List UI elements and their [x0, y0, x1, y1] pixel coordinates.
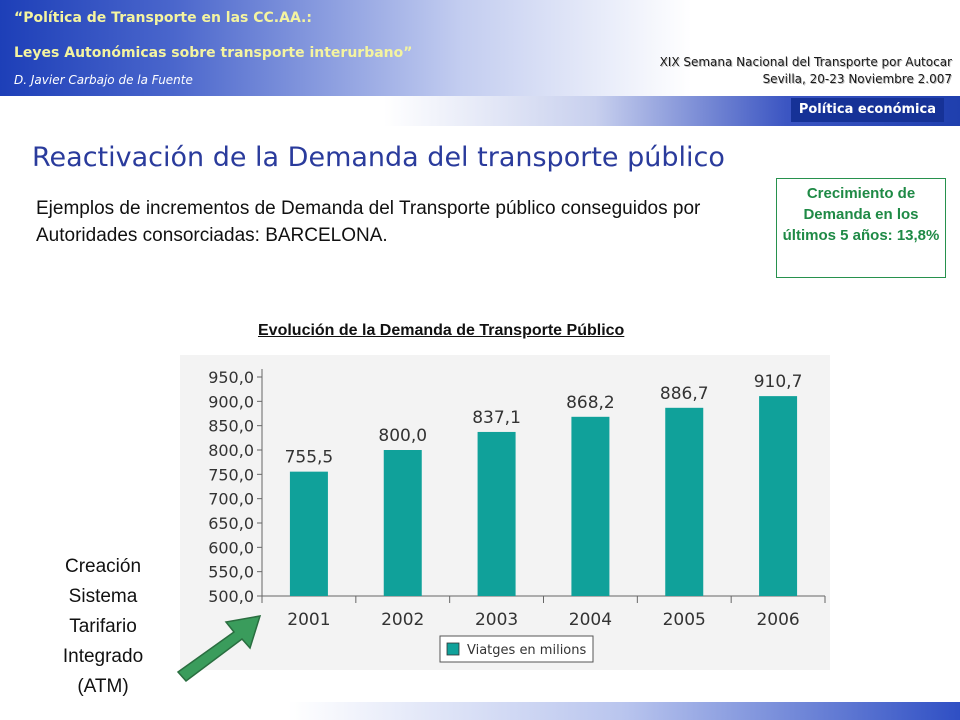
x-tick-label: 2003 [475, 610, 518, 630]
chart-title: Evolución de la Demanda de Transporte Pú… [258, 322, 625, 339]
y-axis: 500,0 550,0 600,0 650,0 700,0 750,0 800,0 850,0… [208, 368, 263, 606]
header-author: D. Javier Carbajo de la Fuente [14, 73, 193, 87]
y-tick-label: 500,0 [208, 587, 254, 606]
y-tick-label: 850,0 [208, 417, 254, 436]
atm-note: Creación Sistema Tarifario Integrado (AT… [62, 556, 144, 697]
legend-box [439, 635, 594, 663]
y-tick-label: 750,0 [208, 465, 254, 484]
data-label: 886,7 [660, 384, 709, 404]
bar [759, 396, 798, 596]
bar-chart: 500,0 550,0 600,0 650,0 700,0 750,0 800,0 850,0… [208, 368, 826, 663]
bar [571, 416, 610, 596]
footer-band [0, 702, 960, 720]
chart-area: 500,0 550,0 600,0 650,0 700,0 750,0 800,0 850,0… [180, 355, 830, 670]
header-title-line1: “Política de Transporte en las CC.AA.: [14, 10, 312, 26]
arrow-icon [176, 615, 262, 683]
topic-tag: Política económica [790, 98, 944, 122]
x-tick-label: 2002 [381, 610, 424, 630]
slide-title: Reactivación de la Demanda del transport… [32, 142, 725, 173]
bar-series: 755,5 800,0 837,1 868,2 886,7 910,7 [285, 372, 803, 596]
x-axis: 2001 2002 2003 2004 2005 2006 [261, 595, 826, 630]
header-band [0, 0, 960, 96]
data-label: 910,7 [754, 372, 803, 392]
y-tick-label: 600,0 [208, 538, 254, 557]
data-label: 837,1 [472, 408, 521, 428]
legend-label: Viatges en milions [467, 643, 586, 658]
y-tick-label: 950,0 [208, 368, 254, 387]
growth-callout: Crecimiento de Demanda en los últimos 5 … [776, 178, 946, 278]
bar [665, 407, 704, 596]
y-tick-label: 550,0 [208, 563, 254, 582]
y-tick-label: 650,0 [208, 514, 254, 533]
chart-legend: Viatges en milions [439, 635, 594, 663]
slide-subtitle: Ejemplos de incrementos de Demanda del T… [36, 198, 701, 246]
x-tick-label: 2006 [756, 610, 799, 630]
x-tick-label: 2004 [569, 610, 612, 630]
y-tick-label: 700,0 [208, 490, 254, 509]
bar [477, 431, 516, 596]
event-name: XIX Semana Nacional del Transporte por A… [659, 55, 952, 69]
y-tick-label: 800,0 [208, 441, 254, 460]
event-location-date: Sevilla, 20-23 Noviembre 2.007 [762, 72, 952, 86]
y-tick-label: 900,0 [208, 392, 254, 411]
x-tick-label: 2005 [663, 610, 706, 630]
legend-swatch [446, 642, 460, 656]
data-label: 868,2 [566, 393, 615, 413]
bar [289, 471, 328, 596]
bar [383, 450, 422, 596]
data-label: 800,0 [378, 426, 427, 446]
x-tick-label: 2001 [287, 610, 330, 630]
data-label: 755,5 [285, 448, 334, 468]
header-title-line2: Leyes Autonómicas sobre transporte inter… [14, 45, 413, 61]
